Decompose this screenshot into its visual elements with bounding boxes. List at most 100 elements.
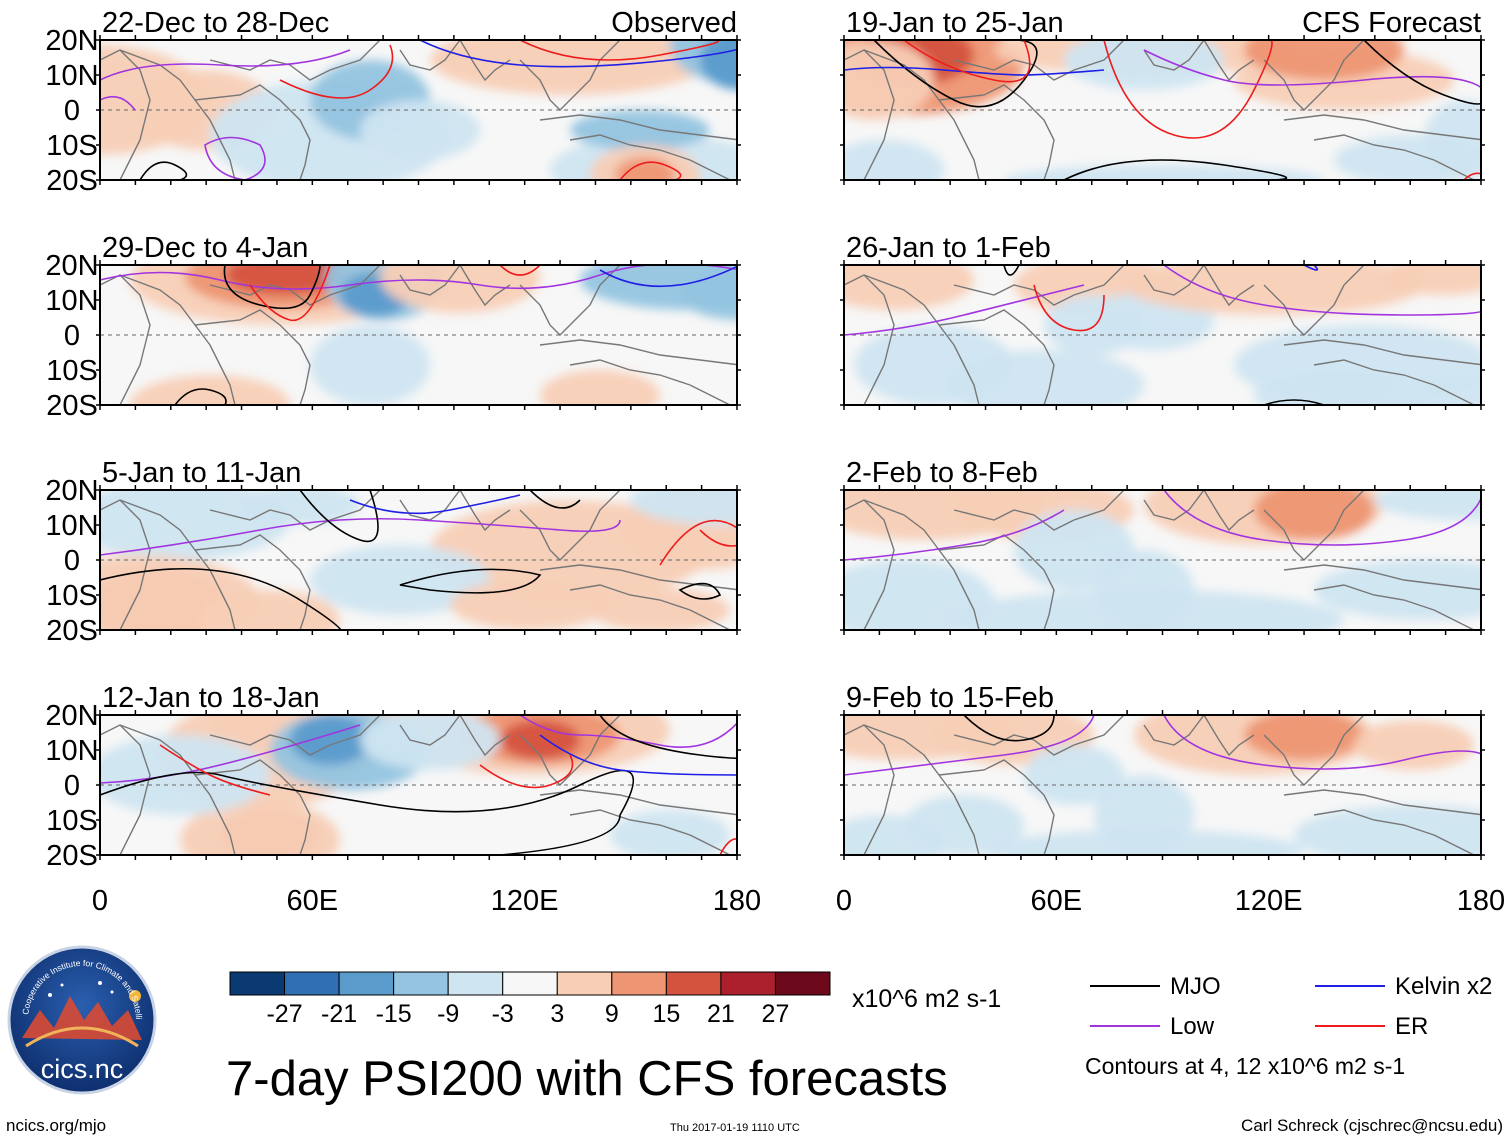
contour-line xyxy=(223,265,321,310)
anomaly-blob xyxy=(310,325,430,405)
coastline xyxy=(539,114,737,141)
coastline xyxy=(938,309,1055,405)
anomaly-blob xyxy=(944,590,1344,630)
colorbar: -27 -21 -15 -9 -3 3 9 15 21 27 xyxy=(229,971,831,1028)
panel-period: 19-Jan to 25-Jan xyxy=(846,7,1064,39)
contour-line xyxy=(659,519,737,566)
contour-line xyxy=(349,494,521,515)
legend-label: Kelvin x2 xyxy=(1395,973,1492,1000)
anomaly-blob xyxy=(680,270,737,320)
contour-line xyxy=(678,582,722,600)
contour-line xyxy=(844,66,1105,76)
lon-tick-label: 60E xyxy=(1031,885,1083,917)
footer-url[interactable]: ncics.org/mjo xyxy=(6,1116,106,1135)
contour-line xyxy=(1163,490,1481,546)
coastline xyxy=(863,724,895,855)
contour-line xyxy=(204,136,266,180)
coastline xyxy=(399,40,461,71)
coastline xyxy=(863,274,895,405)
anomaly-blob xyxy=(380,265,540,313)
panel-period: 2-Feb to 8-Feb xyxy=(846,457,1038,489)
contour-line xyxy=(844,509,1065,561)
coastline xyxy=(399,265,461,296)
coastline xyxy=(209,40,381,81)
lat-tick-label: 20N xyxy=(45,475,98,507)
lat-tick-label: 10N xyxy=(45,60,98,92)
contour-line xyxy=(100,49,351,81)
anomaly-blob xyxy=(740,80,860,160)
coastline xyxy=(1203,490,1255,532)
lat-tick-label: 20N xyxy=(45,250,98,282)
contour-note: Contours at 4, 12 x10^6 m2 s-1 xyxy=(1085,1053,1405,1079)
coastline xyxy=(863,49,895,180)
contour-line xyxy=(873,40,1038,108)
lat-tick-label: 10S xyxy=(46,355,98,387)
colorbar-swatch xyxy=(665,971,722,996)
coastline xyxy=(539,789,737,816)
logo-text: cics.nc xyxy=(41,1054,124,1084)
panel-period: 5-Jan to 11-Jan xyxy=(102,457,301,489)
footer-author: Carl Schreck (cjschrec@ncsu.edu) xyxy=(1241,1116,1503,1135)
contour-line xyxy=(844,284,1085,336)
colorbar-swatch xyxy=(338,971,395,996)
coastline xyxy=(1143,265,1205,296)
contour-line xyxy=(100,769,635,855)
contour-line xyxy=(419,40,737,68)
contour-line xyxy=(844,715,1095,776)
panel-period: 26-Jan to 1-Feb xyxy=(846,232,1051,264)
lon-tick-label: 180 xyxy=(1457,885,1505,917)
anomaly-blob xyxy=(944,350,1144,405)
colorbar-tick-label: 3 xyxy=(550,1000,564,1028)
anomaly-blob xyxy=(1314,560,1481,620)
coastline xyxy=(1313,809,1435,836)
contour-line xyxy=(619,161,682,180)
forecast-label: CFS Forecast xyxy=(1302,7,1481,39)
anomaly-blob xyxy=(610,810,730,855)
colorbar-swatch xyxy=(611,971,667,996)
anomaly-blob xyxy=(1024,745,1124,805)
lat-tick-label: 20S xyxy=(46,615,98,647)
coastline xyxy=(1203,40,1255,82)
coastline xyxy=(1263,40,1365,111)
coastline xyxy=(1283,564,1481,591)
coastline xyxy=(1283,789,1481,816)
contour-line xyxy=(100,517,621,556)
colorbar-swatch xyxy=(229,971,286,996)
colorbar-swatch xyxy=(774,971,831,996)
contour-line xyxy=(599,265,737,288)
colorbar-tick-label: -21 xyxy=(321,1000,357,1028)
lon-tick-label: 0 xyxy=(836,885,852,917)
coastline xyxy=(938,759,1055,855)
map-panel: 2-Feb to 8-Feb xyxy=(840,457,1485,635)
colorbar-swatch xyxy=(502,971,558,996)
coastline xyxy=(953,490,1125,531)
contour-line xyxy=(279,44,394,99)
legend-label: MJO xyxy=(1170,973,1221,1000)
main-title: 7-day PSI200 with CFS forecasts xyxy=(226,1052,948,1106)
contour-line xyxy=(1163,715,1481,770)
lat-tick-label: 20N xyxy=(45,700,98,732)
anomaly-blob xyxy=(290,715,370,765)
legend-label: Low xyxy=(1170,1013,1215,1040)
map-panel: 9-Feb to 15-Feb 0 60E 120E 180 xyxy=(836,682,1505,917)
anomaly-blob xyxy=(1254,370,1434,405)
coastline xyxy=(938,534,1055,630)
coastline xyxy=(194,84,311,180)
coastline xyxy=(1203,715,1255,757)
colorbar-swatch xyxy=(393,971,449,996)
coastline xyxy=(569,359,691,386)
lat-tick-label: 10N xyxy=(45,285,98,317)
anomaly-blob xyxy=(1294,805,1481,855)
lon-tick-label: 0 xyxy=(92,885,108,917)
lat-tick-label: 10S xyxy=(46,580,98,612)
lat-tick-label: 20S xyxy=(46,390,98,422)
contour-line xyxy=(1463,172,1481,180)
colorbar-swatch xyxy=(556,971,613,996)
anomaly-blob xyxy=(844,265,974,310)
lat-tick-label: 10N xyxy=(45,735,98,767)
colorbar-tick-label: 27 xyxy=(762,1000,790,1028)
coastline xyxy=(1143,490,1205,521)
colorbar-tick-label: -3 xyxy=(492,1000,514,1028)
coastline xyxy=(519,715,621,786)
